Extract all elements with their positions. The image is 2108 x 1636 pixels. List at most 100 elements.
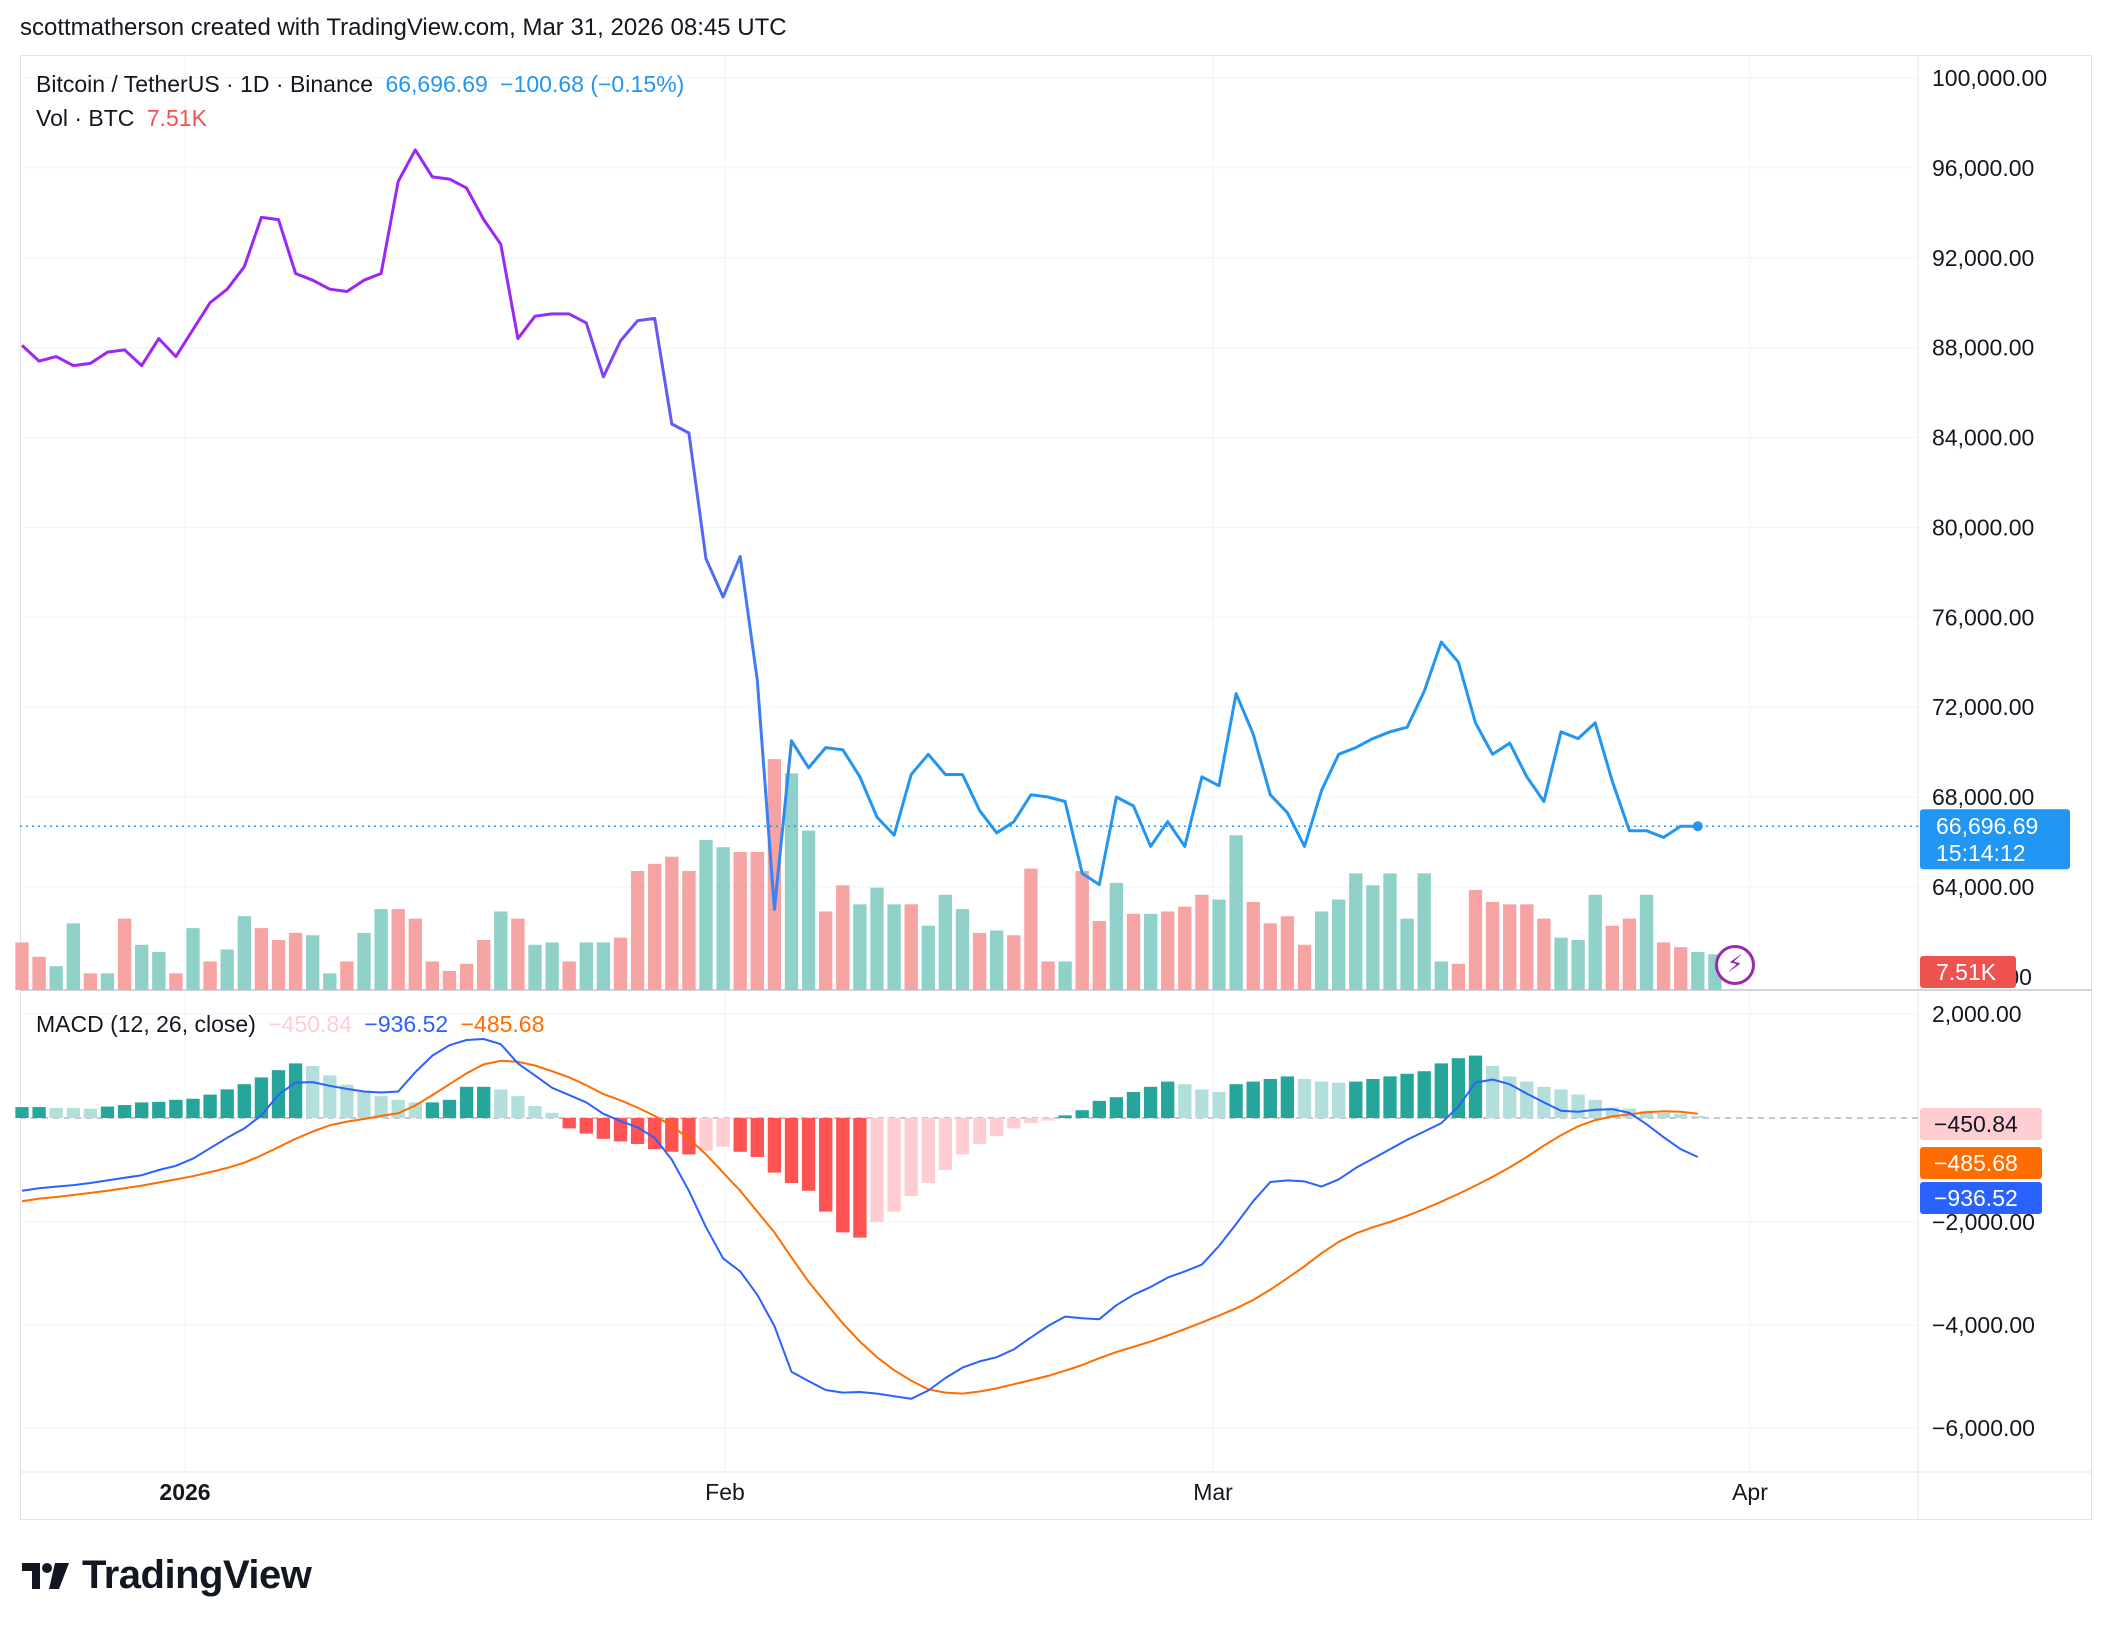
- macd-histogram-bar: [1691, 1115, 1705, 1118]
- tradingview-logo[interactable]: TradingView: [22, 1553, 312, 1598]
- volume-label[interactable]: Vol · BTC: [36, 105, 135, 131]
- macd-histogram-bar: [1485, 1066, 1500, 1118]
- volume-bar: [1400, 918, 1414, 990]
- macd-histogram-bar: [117, 1105, 132, 1118]
- volume-bar: [203, 961, 217, 990]
- volume-bar: [596, 942, 611, 990]
- macd-histogram-bar: [1212, 1092, 1226, 1118]
- macd-histogram-bar: [1092, 1100, 1106, 1118]
- volume-bar: [579, 942, 593, 990]
- chart-frame: [20, 55, 2092, 1520]
- volume-bar: [767, 759, 782, 990]
- volume-bar: [750, 851, 764, 990]
- macd-histogram-bar: [1656, 1112, 1671, 1118]
- macd-histogram-bar: [1468, 1055, 1483, 1118]
- macd-histogram-bar: [100, 1106, 115, 1118]
- volume-bar: [836, 885, 850, 990]
- macd-histogram-bar: [391, 1099, 405, 1118]
- macd-histogram-bar: [374, 1096, 388, 1118]
- volume-bar: [49, 966, 63, 990]
- macd-label[interactable]: MACD (12, 26, close): [36, 1011, 256, 1037]
- volume-bar: [1605, 925, 1619, 990]
- volume-bar: [1468, 890, 1483, 990]
- macd-histogram-bar: [990, 1118, 1004, 1137]
- tradingview-logo-icon: [22, 1562, 69, 1589]
- volume-bar: [1417, 873, 1431, 990]
- macd-histogram-bar: [220, 1089, 234, 1118]
- macd-histogram-bar: [357, 1092, 371, 1118]
- macd-histogram-bar: [682, 1118, 696, 1155]
- macd-histogram-bar: [904, 1118, 918, 1196]
- volume-bar: [1024, 868, 1038, 990]
- volume-bar: [169, 973, 183, 990]
- macd-legend: MACD (12, 26, close) −450.84 −936.52 −48…: [36, 1011, 550, 1038]
- macd-histogram-bar: [1109, 1097, 1124, 1118]
- volume-bar: [1075, 871, 1089, 990]
- symbol-label[interactable]: Bitcoin / TetherUS · 1D · Binance: [36, 71, 374, 97]
- volume-bar: [1434, 961, 1448, 990]
- volume-badge-label: 7.51K: [1936, 959, 1997, 985]
- macd-histogram-bar: [66, 1108, 80, 1118]
- volume-bar: [1622, 918, 1637, 990]
- macd-line: [21, 1038, 1699, 1400]
- macd-histogram-bar: [135, 1102, 149, 1118]
- volume-bar: [1332, 899, 1346, 990]
- volume-bar: [66, 923, 80, 990]
- macd-histogram-bar: [1417, 1071, 1431, 1118]
- volume-bar: [391, 909, 405, 990]
- volume-bar: [972, 932, 987, 990]
- macd-histogram-bar: [1314, 1081, 1329, 1118]
- volume-bar: [784, 773, 799, 990]
- volume-bar: [357, 932, 371, 990]
- volume-bar: [83, 973, 98, 990]
- volume-bar: [1656, 942, 1671, 990]
- macd-histogram-bar: [1024, 1118, 1038, 1124]
- macd-histogram-bar: [562, 1118, 576, 1129]
- volume-bar: [511, 918, 525, 990]
- macd-value-badge-label: −936.52: [1934, 1185, 2018, 1211]
- volume-bar: [1554, 937, 1568, 990]
- volume-bar: [904, 904, 918, 990]
- macd-line-value: −936.52: [364, 1011, 449, 1037]
- volume-bar: [545, 942, 559, 990]
- macd-histogram-bar: [972, 1118, 987, 1144]
- volume-bar: [1503, 904, 1517, 990]
- volume-bar: [494, 911, 508, 990]
- volume-bar: [323, 973, 337, 990]
- volume-bar: [853, 904, 867, 990]
- macd-histogram-bar: [459, 1086, 474, 1118]
- volume-bar: [1639, 894, 1654, 990]
- last-price-badge: [1920, 809, 2070, 870]
- volume-bar: [1571, 940, 1585, 990]
- volume-bar: [1229, 835, 1243, 990]
- macd-histogram-bar: [442, 1099, 457, 1118]
- lightning-icon[interactable]: ⚡: [1715, 945, 1755, 985]
- volume-bar: [32, 956, 46, 990]
- macd-histogram-bar: [323, 1075, 337, 1118]
- volume-bar: [152, 951, 166, 990]
- volume-bar: [887, 904, 901, 990]
- volume-bar: [665, 856, 679, 990]
- volume-value: 7.51K: [146, 105, 207, 131]
- price-change: −100.68 (−0.15%): [500, 71, 685, 97]
- volume-bar: [442, 970, 457, 990]
- volume-bar: [528, 944, 542, 990]
- time-axis-label: Feb: [705, 1479, 745, 1505]
- volume-bar: [1674, 947, 1688, 990]
- volume-bar: [1366, 885, 1380, 990]
- price-axis-tick: 92,000.00: [1932, 245, 2034, 271]
- macd-histogram-bar: [1434, 1063, 1448, 1118]
- macd-value-badge-label: −485.68: [1934, 1150, 2018, 1176]
- macd-histogram-bar: [32, 1107, 46, 1118]
- volume-bar: [1246, 901, 1260, 990]
- macd-histogram-bar: [254, 1077, 269, 1118]
- volume-bar: [733, 851, 747, 990]
- volume-legend: Vol · BTC 7.51K: [36, 105, 213, 132]
- volume-bar: [938, 894, 953, 990]
- macd-histogram-bar: [203, 1094, 217, 1118]
- volume-badge: [1920, 956, 2016, 988]
- last-price-dot: [1692, 821, 1703, 832]
- macd-axis-tick: −4,000.00: [1932, 1312, 2035, 1338]
- volume-bar: [100, 973, 115, 990]
